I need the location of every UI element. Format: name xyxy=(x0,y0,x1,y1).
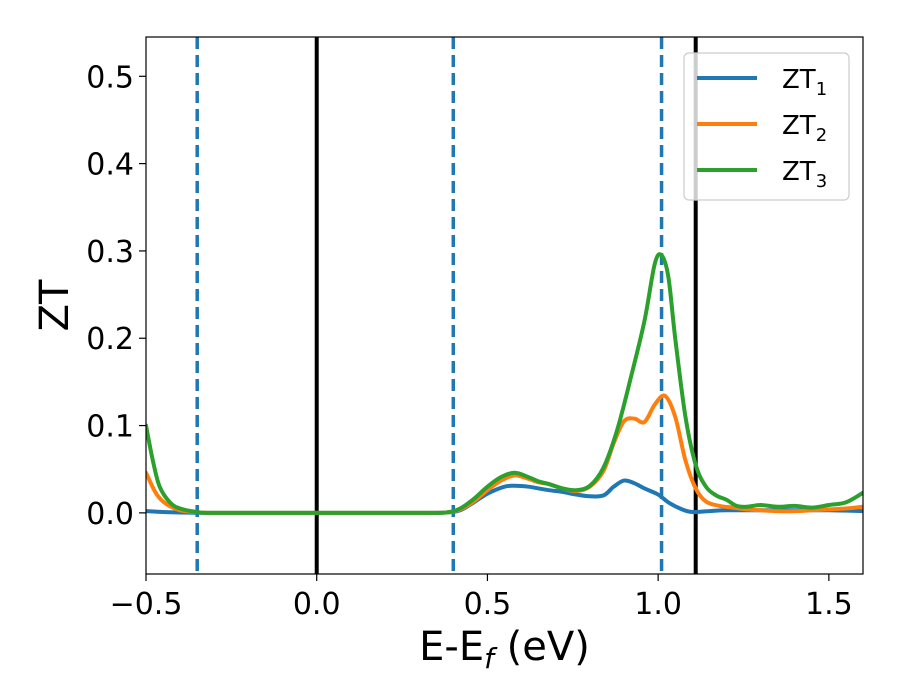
legend[interactable]: ZT1 ZT2 ZT3 xyxy=(683,52,850,201)
x-tick-label: 1.0 xyxy=(634,587,682,622)
legend-label-zt2: ZT2 xyxy=(782,111,827,146)
x-tick-label: 0.0 xyxy=(293,587,341,622)
axes: −0.5 0.0 0.5 1.0 1.5 0.0 0.1 0.2 0.3 0.4 0.5 xyxy=(86,36,864,622)
axes-frame xyxy=(145,36,864,575)
x-tick-label: 0.5 xyxy=(464,587,512,622)
x-axis-label-suffix: (eV) xyxy=(494,624,590,670)
series-line-zt3 xyxy=(146,252,863,515)
y-tick-label: 0.1 xyxy=(86,410,134,445)
y-tick-label: 0.0 xyxy=(86,497,134,532)
x-axis-label-main: E-E xyxy=(419,624,484,670)
legend-box xyxy=(683,52,850,201)
y-tick-label: 0.5 xyxy=(86,60,134,95)
x-tick-label: 1.5 xyxy=(805,587,853,622)
x-tick-label: −0.5 xyxy=(110,587,183,622)
y-tick-label: 0.3 xyxy=(86,235,134,270)
y-axis-label: ZT xyxy=(32,279,78,331)
series-lines xyxy=(146,252,863,515)
legend-label-zt1: ZT1 xyxy=(782,65,827,100)
y-tick-label: 0.2 xyxy=(86,322,134,357)
y-tick-label: 0.4 xyxy=(86,148,134,183)
x-axis-label: E-Ef (eV) xyxy=(419,624,590,675)
legend-label-zt3: ZT3 xyxy=(782,157,827,192)
